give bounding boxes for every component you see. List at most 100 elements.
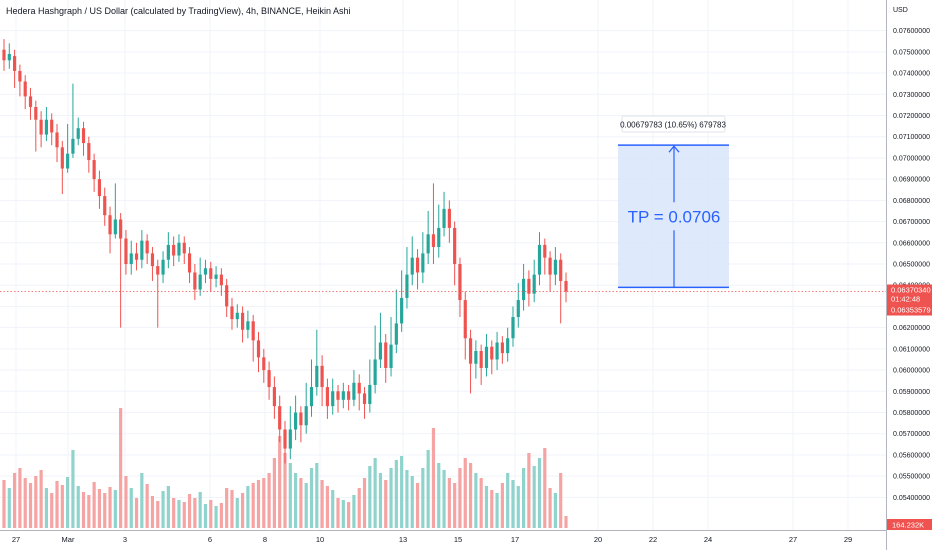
candle-body[interactable] — [315, 365, 319, 388]
candle-body[interactable] — [166, 244, 170, 260]
candle-body[interactable] — [500, 342, 504, 354]
measure-tool[interactable]: TP = 0.0706 0.00679783 (10.65%) 679783 — [618, 115, 729, 289]
candle-body[interactable] — [7, 53, 11, 61]
candle-body[interactable] — [421, 253, 425, 273]
candle-body[interactable] — [437, 227, 441, 248]
candle-body[interactable] — [124, 238, 128, 264]
candle-body[interactable] — [209, 268, 213, 279]
candle-body[interactable] — [13, 56, 17, 71]
candle-body[interactable] — [2, 49, 6, 61]
candle-body[interactable] — [320, 365, 324, 388]
candle-body[interactable] — [103, 196, 107, 216]
candle-body[interactable] — [532, 274, 536, 294]
candle-body[interactable] — [28, 96, 33, 107]
candle-body[interactable] — [368, 384, 372, 405]
candle-body[interactable] — [108, 215, 112, 235]
candle-body[interactable] — [415, 257, 420, 273]
candle-body[interactable] — [251, 321, 255, 341]
candle-body[interactable] — [506, 338, 510, 354]
candle-body[interactable] — [389, 344, 393, 368]
candle-body[interactable] — [150, 253, 155, 267]
candle-body[interactable] — [182, 242, 186, 254]
candle-body[interactable] — [219, 274, 223, 286]
candle-body[interactable] — [294, 412, 298, 430]
candle-body[interactable] — [442, 208, 446, 228]
candle-body[interactable] — [474, 350, 478, 364]
candle-body[interactable] — [283, 429, 287, 449]
candle-body[interactable] — [479, 350, 483, 368]
candle-body[interactable] — [18, 70, 22, 82]
candle-body[interactable] — [405, 274, 409, 298]
candlesticks[interactable] — [2, 39, 568, 464]
candle-body[interactable] — [113, 219, 117, 235]
candle-body[interactable] — [548, 257, 552, 275]
candle-body[interactable] — [336, 391, 340, 400]
candle-body[interactable] — [288, 429, 292, 449]
candle-body[interactable] — [463, 300, 467, 339]
candle-body[interactable] — [426, 234, 430, 254]
candle-body[interactable] — [256, 340, 261, 358]
candle-body[interactable] — [304, 406, 308, 426]
candle-body[interactable] — [559, 259, 563, 281]
candle-body[interactable] — [145, 240, 149, 254]
candle-body[interactable] — [129, 253, 133, 264]
candle-body[interactable] — [564, 280, 568, 292]
candle-body[interactable] — [384, 342, 388, 368]
candle-body[interactable] — [400, 297, 404, 324]
candle-body[interactable] — [537, 244, 542, 275]
candle-body[interactable] — [458, 264, 462, 301]
candle-body[interactable] — [362, 393, 367, 405]
candle-body[interactable] — [119, 219, 123, 239]
candle-body[interactable] — [235, 312, 239, 320]
candle-body[interactable] — [60, 147, 64, 169]
candle-body[interactable] — [71, 138, 75, 154]
candle-body[interactable] — [394, 323, 398, 345]
candle-body[interactable] — [50, 119, 54, 133]
candle-body[interactable] — [262, 357, 266, 371]
candle-body[interactable] — [373, 359, 377, 385]
candle-body[interactable] — [177, 242, 181, 256]
candle-body[interactable] — [240, 312, 245, 330]
candle-body[interactable] — [193, 272, 197, 290]
candle-body[interactable] — [92, 160, 96, 180]
candle-body[interactable] — [214, 274, 218, 279]
candle-body[interactable] — [410, 257, 414, 275]
candle-body[interactable] — [134, 253, 139, 260]
candle-body[interactable] — [34, 106, 38, 120]
candle-body[interactable] — [97, 179, 102, 197]
candle-body[interactable] — [347, 391, 351, 400]
candle-body[interactable] — [331, 391, 335, 407]
candle-body[interactable] — [44, 119, 49, 135]
candle-body[interactable] — [66, 153, 70, 169]
candle-body[interactable] — [521, 278, 526, 301]
candle-body[interactable] — [246, 321, 250, 330]
candle-body[interactable] — [267, 370, 271, 388]
candle-body[interactable] — [172, 244, 176, 256]
candle-body[interactable] — [516, 300, 520, 318]
candle-body[interactable] — [527, 278, 531, 294]
candle-body[interactable] — [225, 285, 229, 307]
candle-body[interactable] — [87, 143, 91, 161]
candle-body[interactable] — [140, 240, 144, 260]
candle-body[interactable] — [156, 266, 160, 275]
candle-body[interactable] — [325, 387, 330, 407]
candle-body[interactable] — [468, 338, 473, 364]
candle-body[interactable] — [352, 382, 356, 400]
candle-body[interactable] — [309, 387, 314, 407]
candle-body[interactable] — [161, 259, 165, 275]
candle-body[interactable] — [299, 412, 303, 426]
candle-body[interactable] — [378, 342, 383, 360]
candle-body[interactable] — [278, 406, 282, 430]
candle-body[interactable] — [187, 253, 192, 273]
candle-body[interactable] — [490, 346, 494, 360]
price-axis[interactable]: USD 0.07600000 0.07500000 0.07400000 0.0730… — [886, 0, 932, 550]
candle-body[interactable] — [447, 208, 451, 228]
candle-body[interactable] — [272, 387, 276, 407]
candle-body[interactable] — [495, 342, 499, 360]
candle-body[interactable] — [81, 128, 86, 144]
candle-body[interactable] — [511, 317, 515, 339]
time-axis[interactable]: 27 Mar 3 6 8 10 13 15 17 20 22 24 27 29 — [0, 530, 886, 545]
candle-body[interactable] — [553, 259, 557, 275]
candle-body[interactable] — [55, 132, 59, 148]
